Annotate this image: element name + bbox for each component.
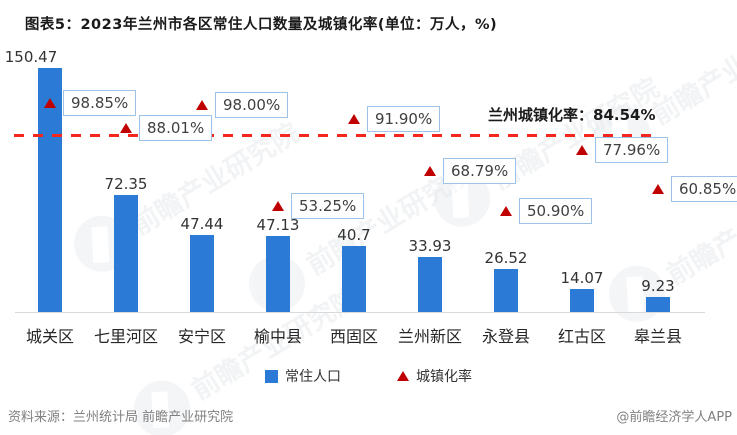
urbanization-marker-icon [576, 145, 588, 156]
x-axis-line [15, 312, 705, 313]
watermark-text: 前瞻产业研究院 [646, 7, 737, 132]
legend-population-label: 常住人口 [285, 369, 341, 385]
category-label: 安宁区 [177, 327, 227, 346]
population-value-label: 47.13 [256, 215, 300, 234]
urbanization-marker-icon [652, 183, 664, 194]
population-bar [190, 235, 214, 312]
legend-item-urbanization: 城镇化率 [397, 366, 472, 386]
category-label: 红古区 [557, 327, 607, 346]
population-value-label: 40.7 [337, 225, 371, 244]
category-label: 兰州新区 [397, 327, 463, 346]
credit-note: @前瞻经济学人APP [616, 410, 732, 425]
triangle-marker-icon [397, 371, 409, 381]
urbanization-marker-icon [348, 114, 360, 124]
population-value-label: 14.07 [560, 269, 604, 288]
population-value-label: 26.52 [484, 248, 528, 267]
category-label: 榆中县 [253, 327, 303, 346]
category-label: 永登县 [481, 327, 531, 346]
chart-title: 图表5：2023年兰州市各区常住人口数量及城镇化率(单位：万人，%) [24, 17, 498, 33]
urbanization-marker-icon [44, 98, 56, 109]
legend-urbanization-label: 城镇化率 [416, 369, 472, 385]
population-bar [342, 245, 366, 312]
legend-item-population: 常住人口 [265, 366, 341, 386]
population-value-label: 72.35 [104, 174, 148, 193]
population-bar [38, 67, 62, 312]
urbanization-rate-label: 98.00% [215, 92, 289, 119]
category-label: 皋兰县 [633, 327, 683, 346]
population-value-label: 47.44 [180, 215, 224, 234]
category-label: 七里河区 [93, 327, 159, 346]
urbanization-rate-label: 50.90% [519, 197, 593, 224]
urbanization-rate-label: 88.01% [139, 114, 213, 141]
population-bar [570, 289, 594, 312]
population-bar [418, 256, 442, 312]
population-bar [114, 194, 138, 312]
reference-line [14, 134, 660, 137]
source-note: 资料来源：兰州统计局 前瞻产业研究院 [8, 410, 234, 425]
urbanization-rate-label: 98.85% [63, 90, 137, 117]
population-bar [494, 268, 518, 312]
bar-swatch-icon [265, 369, 278, 383]
urbanization-rate-label: 60.85% [671, 175, 737, 202]
urbanization-rate-label: 91.90% [367, 106, 441, 132]
population-value-label: 33.93 [408, 236, 452, 255]
reference-line-label: 兰州城镇化率：84.54% [488, 106, 656, 124]
urbanization-marker-icon [272, 200, 284, 211]
population-bar [266, 235, 290, 312]
urbanization-marker-icon [424, 165, 436, 176]
population-value-label: 9.23 [641, 277, 675, 296]
category-label: 城关区 [25, 327, 75, 346]
population-value-label: 150.47 [4, 47, 58, 66]
urbanization-marker-icon [120, 122, 132, 133]
legend: 常住人口 城镇化率 [0, 366, 737, 386]
category-label: 西固区 [329, 327, 379, 346]
urbanization-marker-icon [196, 100, 208, 111]
urbanization-marker-icon [500, 205, 512, 216]
urbanization-rate-label: 53.25% [291, 192, 365, 219]
urbanization-rate-label: 68.79% [443, 157, 517, 184]
population-bar [646, 297, 670, 312]
urbanization-rate-label: 77.96% [595, 137, 669, 164]
